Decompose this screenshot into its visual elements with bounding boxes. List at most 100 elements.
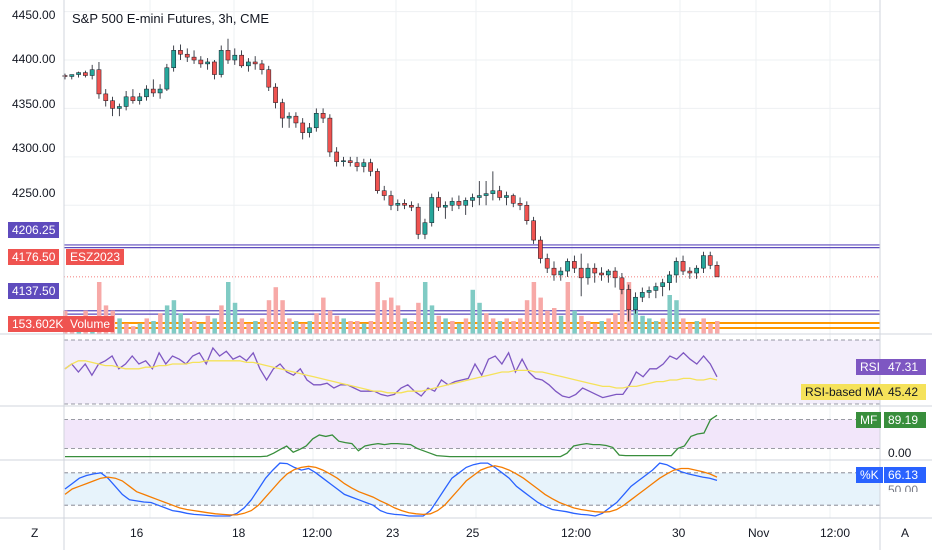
candle-body [171, 50, 177, 69]
volume-value-label: 153.602K [8, 316, 68, 332]
volume-bar [246, 323, 251, 334]
volume-bar [484, 313, 489, 334]
candle-body [300, 122, 306, 133]
volume-bar [219, 305, 224, 334]
candle-body [144, 88, 149, 98]
candle-body [89, 69, 95, 76]
candle-body [694, 267, 699, 274]
candle-body [76, 72, 81, 75]
volume-bar [660, 318, 666, 334]
candle-body [667, 274, 672, 283]
volume-bar [144, 318, 149, 334]
candle-body [212, 61, 217, 75]
candle-body [123, 96, 129, 107]
y-tick-label: 4450.00 [12, 8, 56, 22]
candle-body [476, 195, 482, 198]
candle-body [510, 195, 516, 204]
candle-body [619, 277, 625, 290]
candle-body [279, 102, 285, 119]
y-tick-label: 4300.00 [12, 141, 56, 155]
candle-body [178, 50, 183, 55]
mf-pane [64, 414, 880, 458]
volume-bar [640, 315, 645, 334]
candle-body [347, 160, 353, 163]
rsi-name-label: RSI [856, 359, 885, 375]
volume-bar [477, 302, 482, 334]
chart-title: S&P 500 E-mini Futures, 3h, CME [72, 11, 270, 26]
volume-bar [470, 289, 475, 334]
volume-bar [164, 305, 170, 334]
stochastic-pane [64, 462, 880, 517]
candle-body [137, 96, 143, 101]
auto-scale-button[interactable]: A [901, 526, 910, 540]
volume-bar [422, 282, 428, 334]
candle-body [578, 267, 584, 279]
x-tick-label: 16 [130, 526, 144, 540]
volume-bar [259, 318, 265, 334]
volume-bar [124, 323, 129, 334]
volume-bars [63, 282, 720, 334]
volume-bar [450, 321, 455, 334]
volume-bar [239, 318, 245, 334]
candle-body [354, 162, 360, 167]
candle-body [707, 255, 713, 266]
volume-bar [592, 323, 598, 334]
volume-bar [694, 321, 700, 334]
candle-body [307, 127, 312, 133]
candle-body [232, 54, 238, 61]
volume-bar [490, 318, 496, 334]
candle-body [572, 261, 577, 269]
volume-bar [429, 305, 435, 334]
volume-bar [334, 315, 340, 334]
candle-body [164, 67, 170, 90]
price-label-last: 4176.50 [8, 249, 60, 265]
volume-bar [653, 321, 659, 334]
candle-body [198, 59, 204, 65]
volume-bar [314, 313, 319, 334]
candle-body [313, 113, 319, 129]
volume-bar [409, 321, 414, 334]
price-label-lower: 4137.50 [8, 283, 60, 299]
candle-body [320, 113, 326, 119]
volume-bar [538, 297, 543, 334]
volume-bar [579, 315, 584, 334]
candle-body [442, 204, 448, 208]
candle-body [252, 61, 258, 65]
candle-body [660, 282, 666, 287]
volume-bar [443, 318, 448, 334]
volume-bar [402, 318, 408, 334]
rsima-value-label: 45.42 [884, 384, 926, 400]
candle-body [497, 190, 503, 198]
mf-name-label: MF [856, 412, 882, 428]
candle-body [531, 220, 536, 241]
candle-body [157, 88, 163, 94]
rsi-value-label: 47.31 [884, 359, 926, 375]
candle-body [599, 272, 604, 276]
volume-bar [382, 300, 387, 334]
zoom-button[interactable]: Z [31, 526, 39, 540]
candle-body [449, 201, 455, 206]
candle-body [205, 61, 210, 65]
volume-bar [327, 310, 333, 334]
volume-bar [151, 321, 156, 334]
candle-body [612, 270, 618, 279]
volume-bar [599, 321, 605, 334]
candle-body [368, 162, 373, 172]
k-name-label: %K [856, 467, 883, 483]
candle-body [375, 171, 380, 191]
candle-body [517, 203, 523, 206]
volume-bar [681, 318, 686, 334]
x-tick-label: 30 [672, 526, 686, 540]
candle-body [456, 201, 462, 206]
volume-bar [293, 321, 299, 334]
mf-zero-label: 0.00 [888, 446, 912, 460]
candle-body [490, 190, 496, 194]
candle-body [524, 204, 530, 221]
candle-body [422, 222, 428, 235]
volume-bar [205, 315, 211, 334]
volume-bar [504, 318, 509, 334]
volume-bar [552, 308, 557, 334]
volume-bar [674, 300, 679, 334]
volume-bar [667, 295, 672, 334]
